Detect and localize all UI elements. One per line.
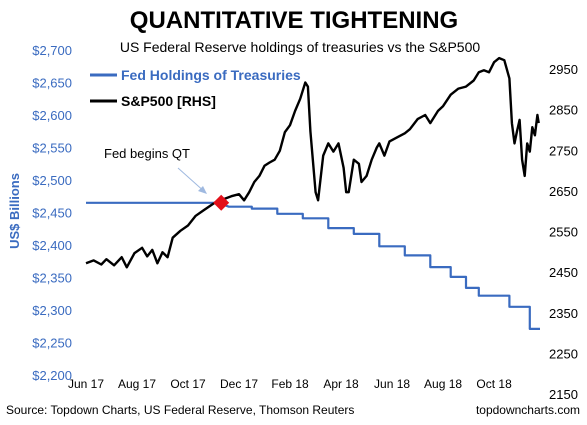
- x-tick-label: Apr 18: [323, 377, 359, 391]
- x-tick-label: Feb 18: [271, 377, 309, 391]
- qt-start-marker: [213, 194, 230, 211]
- footer-brand: topdowncharts.com: [476, 403, 580, 417]
- left-tick-label: $2,250: [32, 336, 72, 351]
- right-tick-label: 2150: [549, 387, 578, 402]
- right-tick-label: 2550: [549, 225, 578, 240]
- x-tick-label: Oct 17: [170, 377, 206, 391]
- right-tick-label: 2650: [549, 184, 578, 199]
- legend: Fed Holdings of Treasuries S&P500 [RHS]: [90, 67, 301, 109]
- x-tick-label: Dec 17: [220, 377, 258, 391]
- annotation-arrowhead: [198, 186, 207, 194]
- x-axis-ticks: Jun 17 Aug 17 Oct 17 Dec 17 Feb 18 Apr 18 Jun …: [68, 377, 512, 391]
- left-tick-label: $2,400: [32, 238, 72, 253]
- left-tick-label: $2,300: [32, 303, 72, 318]
- right-tick-label: 2450: [549, 265, 578, 280]
- chart-subtitle: US Federal Reserve holdings of treasurie…: [120, 39, 481, 55]
- left-tick-label: $2,650: [32, 76, 72, 91]
- left-tick-label: $2,600: [32, 108, 72, 123]
- annotation-text: Fed begins QT: [104, 146, 190, 161]
- left-tick-label: $2,500: [32, 173, 72, 188]
- x-tick-label: Jun 17: [68, 377, 104, 391]
- left-tick-label: $2,450: [32, 206, 72, 221]
- x-tick-label: Aug 17: [118, 377, 156, 391]
- chart-title: QUANTITATIVE TIGHTENING: [130, 7, 458, 34]
- right-tick-label: 2950: [549, 62, 578, 77]
- left-tick-label: $2,350: [32, 271, 72, 286]
- x-tick-label: Oct 18: [476, 377, 512, 391]
- series-line-sp500: [85, 56, 540, 269]
- series-layer: [85, 56, 540, 330]
- right-axis-ticks: 2950 2850 2750 2650 2550 2450 2350 2250 2150: [549, 62, 578, 402]
- annotation: Fed begins QT: [104, 146, 207, 194]
- right-tick-label: 2750: [549, 143, 578, 158]
- left-tick-label: $2,200: [32, 368, 72, 383]
- left-tick-label: $2,550: [32, 141, 72, 156]
- legend-label-spx: S&P500 [RHS]: [121, 93, 216, 109]
- x-tick-label: Jun 18: [374, 377, 410, 391]
- right-tick-label: 2250: [549, 346, 578, 361]
- right-tick-label: 2850: [549, 103, 578, 118]
- y-axis-label: US$ Billions: [7, 173, 22, 249]
- footer-source: Source: Topdown Charts, US Federal Reser…: [6, 403, 354, 417]
- left-axis-ticks: $2,700 $2,650 $2,600 $2,550 $2,500 $2,450 $2,4…: [32, 43, 72, 383]
- right-tick-label: 2350: [549, 306, 578, 321]
- series-line-fed-holdings: [86, 201, 540, 330]
- legend-label-fed: Fed Holdings of Treasuries: [121, 67, 301, 83]
- x-tick-label: Aug 18: [424, 377, 462, 391]
- left-tick-label: $2,700: [32, 43, 72, 58]
